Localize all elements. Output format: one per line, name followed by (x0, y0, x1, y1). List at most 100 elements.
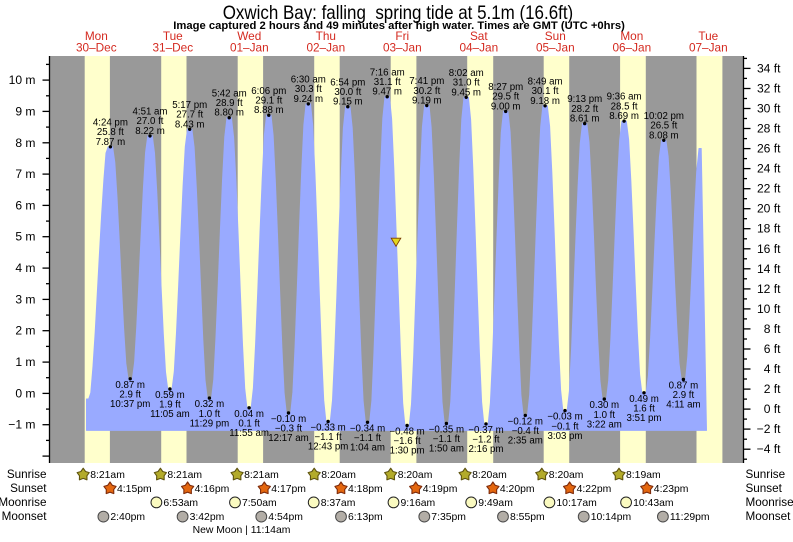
svg-text:9.15 m: 9.15 m (333, 97, 363, 108)
svg-text:Sunrise: Sunrise (7, 468, 47, 481)
svg-text:2:40pm: 2:40pm (110, 512, 145, 523)
svg-text:2:16 pm: 2:16 pm (468, 444, 503, 455)
svg-text:4 ft: 4 ft (764, 362, 781, 376)
svg-text:11:29 pm: 11:29 pm (190, 418, 230, 429)
svg-text:1:30 pm: 1:30 pm (390, 446, 425, 457)
svg-text:9.00 m: 9.00 m (491, 101, 521, 112)
svg-text:9.18 m: 9.18 m (530, 96, 560, 107)
svg-text:8.43 m: 8.43 m (175, 119, 205, 130)
svg-text:8.80 m: 8.80 m (214, 108, 244, 119)
svg-text:28 ft: 28 ft (757, 122, 781, 136)
svg-text:Sunset: Sunset (746, 482, 783, 495)
svg-text:8.22 m: 8.22 m (135, 126, 165, 137)
svg-text:8 ft: 8 ft (764, 322, 781, 336)
svg-text:9:16am: 9:16am (401, 498, 436, 509)
svg-text:7.87 m: 7.87 m (96, 137, 126, 148)
svg-text:06–Jan: 06–Jan (612, 41, 651, 55)
svg-text:Moonrise: Moonrise (746, 496, 793, 509)
svg-text:10 m: 10 m (9, 73, 36, 87)
svg-text:New Moon | 11:14am: New Moon | 11:14am (193, 525, 291, 536)
svg-text:4:18pm: 4:18pm (348, 484, 383, 495)
svg-text:3:42pm: 3:42pm (190, 512, 225, 523)
svg-text:Sunrise: Sunrise (746, 468, 786, 481)
svg-text:07–Jan: 07–Jan (689, 41, 728, 55)
svg-text:20 ft: 20 ft (757, 202, 781, 216)
svg-text:5 m: 5 m (15, 230, 35, 244)
svg-text:10:17am: 10:17am (556, 498, 596, 509)
svg-text:9.19 m: 9.19 m (412, 96, 442, 107)
svg-text:0 ft: 0 ft (764, 402, 781, 416)
svg-text:30–Dec: 30–Dec (76, 41, 117, 55)
svg-text:1 m: 1 m (15, 355, 35, 369)
svg-text:7 m: 7 m (15, 167, 35, 181)
svg-text:8:20am: 8:20am (472, 470, 507, 481)
svg-text:7:50am: 7:50am (242, 498, 277, 509)
svg-text:4:54pm: 4:54pm (268, 512, 303, 523)
svg-text:8:20am: 8:20am (398, 470, 433, 481)
svg-text:6:53am: 6:53am (163, 498, 198, 509)
svg-text:3:22 am: 3:22 am (587, 419, 622, 430)
svg-text:32 ft: 32 ft (757, 82, 781, 96)
svg-text:9.24 m: 9.24 m (293, 94, 323, 105)
svg-text:8.69 m: 8.69 m (609, 111, 639, 122)
svg-text:8:20am: 8:20am (549, 470, 584, 481)
svg-text:30 ft: 30 ft (757, 102, 781, 116)
svg-text:4 m: 4 m (15, 261, 35, 275)
svg-text:18 ft: 18 ft (757, 222, 781, 236)
svg-text:02–Jan: 02–Jan (306, 41, 345, 55)
svg-text:11:05 am: 11:05 am (150, 409, 190, 420)
svg-text:Sunset: Sunset (10, 482, 47, 495)
svg-text:9 m: 9 m (15, 104, 35, 118)
svg-text:34 ft: 34 ft (757, 61, 781, 75)
svg-text:4:23pm: 4:23pm (654, 484, 689, 495)
svg-text:Moonrise: Moonrise (0, 496, 47, 509)
svg-text:12:17 am: 12:17 am (268, 433, 308, 444)
svg-text:4:11 am: 4:11 am (666, 400, 700, 411)
svg-text:22 ft: 22 ft (757, 182, 781, 196)
svg-text:31–Dec: 31–Dec (152, 41, 193, 55)
svg-text:3 m: 3 m (15, 292, 35, 306)
svg-text:−2 ft: −2 ft (757, 422, 782, 436)
svg-text:6 m: 6 m (15, 198, 35, 212)
svg-text:8:21am: 8:21am (244, 470, 279, 481)
svg-text:3:03 pm: 3:03 pm (547, 431, 582, 442)
svg-text:6 ft: 6 ft (764, 342, 781, 356)
svg-text:03–Jan: 03–Jan (383, 41, 422, 55)
svg-text:8:37am: 8:37am (321, 498, 356, 509)
svg-text:4:15pm: 4:15pm (117, 484, 152, 495)
svg-text:10 ft: 10 ft (757, 302, 781, 316)
svg-text:04–Jan: 04–Jan (459, 41, 498, 55)
svg-text:3:51 pm: 3:51 pm (626, 413, 661, 424)
svg-text:4:16pm: 4:16pm (195, 484, 230, 495)
svg-text:2:35 am: 2:35 am (508, 436, 543, 447)
svg-text:Moonset: Moonset (746, 510, 792, 523)
svg-text:9.45 m: 9.45 m (451, 87, 481, 98)
svg-text:10:43am: 10:43am (633, 498, 673, 509)
svg-text:12 ft: 12 ft (757, 282, 781, 296)
svg-text:10:37 pm: 10:37 pm (110, 399, 150, 410)
svg-text:12:43 pm: 12:43 pm (308, 442, 348, 453)
svg-text:11:55 am: 11:55 am (229, 428, 269, 439)
svg-text:4:19pm: 4:19pm (423, 484, 458, 495)
svg-text:14 ft: 14 ft (757, 262, 781, 276)
svg-text:−4 ft: −4 ft (757, 442, 782, 456)
svg-text:8:19am: 8:19am (626, 470, 661, 481)
svg-text:16 ft: 16 ft (757, 242, 781, 256)
svg-text:8 m: 8 m (15, 136, 35, 150)
svg-text:8:21am: 8:21am (90, 470, 125, 481)
svg-text:8:21am: 8:21am (167, 470, 202, 481)
svg-text:7:35pm: 7:35pm (431, 512, 466, 523)
svg-text:9:49am: 9:49am (478, 498, 513, 509)
svg-text:11:29pm: 11:29pm (670, 512, 710, 523)
svg-text:10:14pm: 10:14pm (591, 512, 631, 523)
svg-text:1:50 am: 1:50 am (429, 444, 464, 455)
svg-text:8:20am: 8:20am (321, 470, 356, 481)
svg-text:01–Jan: 01–Jan (230, 41, 269, 55)
svg-text:−1 m: −1 m (8, 418, 35, 432)
svg-text:2 m: 2 m (15, 324, 35, 338)
svg-text:4:17pm: 4:17pm (271, 484, 306, 495)
svg-text:8:55pm: 8:55pm (510, 512, 545, 523)
svg-text:0 m: 0 m (15, 386, 35, 400)
svg-text:1:04 am: 1:04 am (350, 443, 385, 454)
svg-text:4:22pm: 4:22pm (577, 484, 612, 495)
